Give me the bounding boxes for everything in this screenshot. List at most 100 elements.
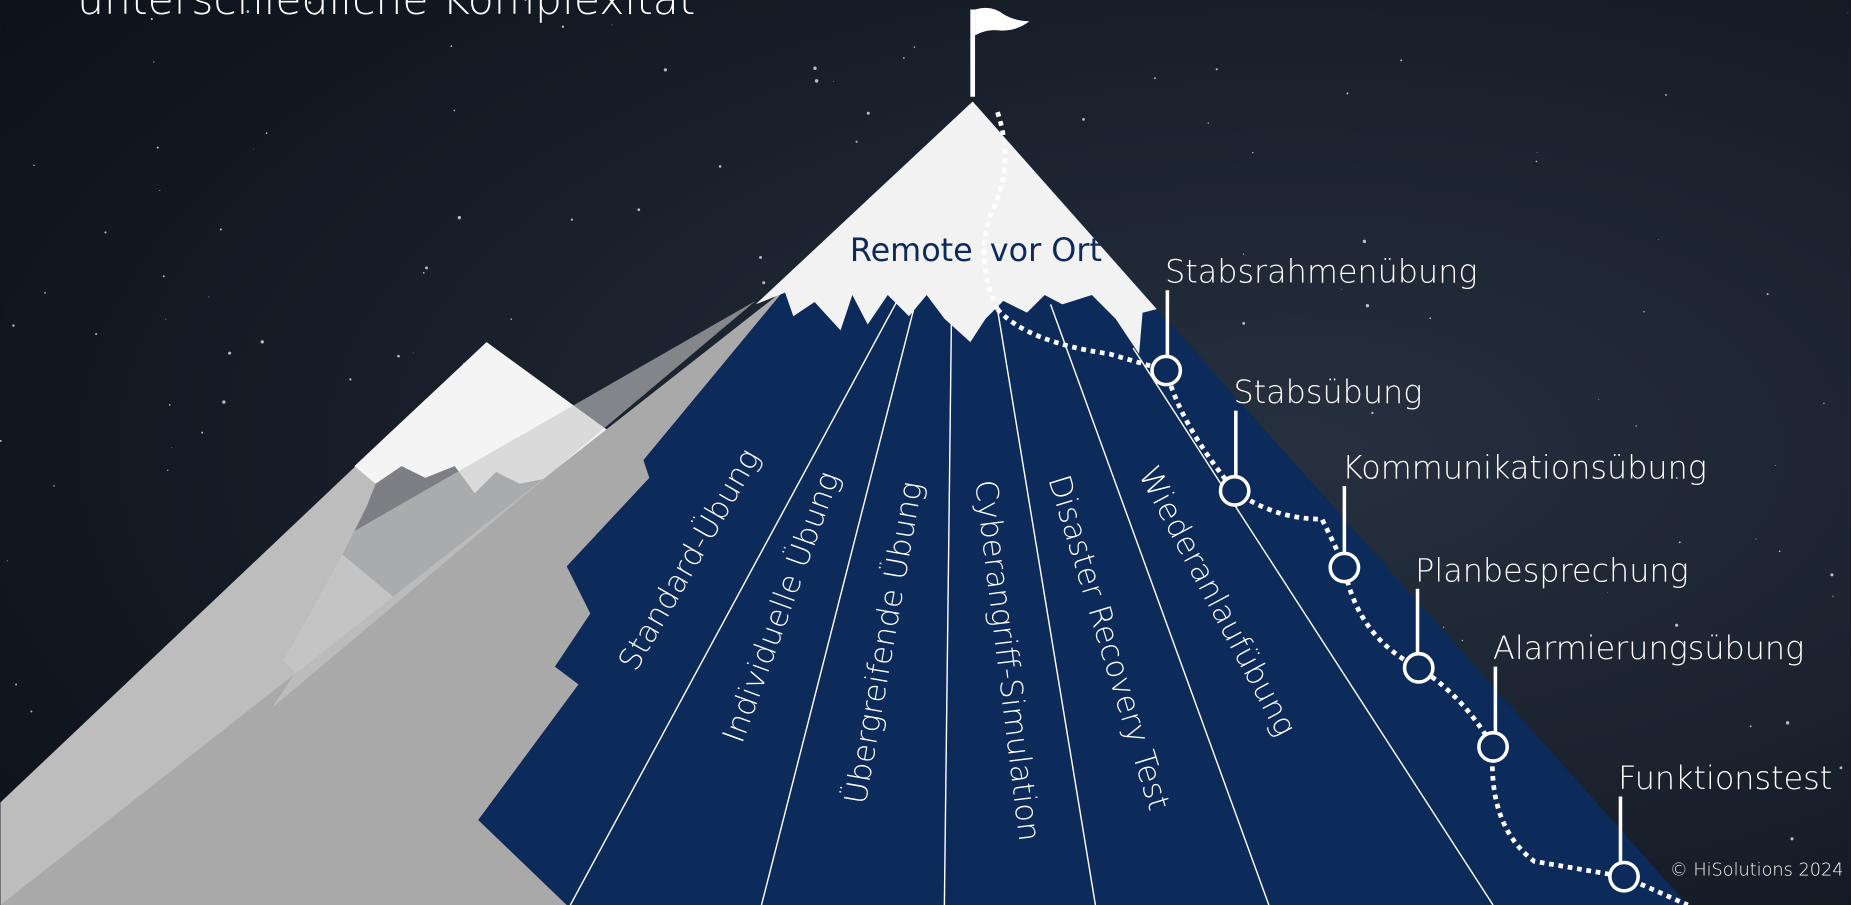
star — [1154, 77, 1156, 79]
star — [1536, 161, 1538, 163]
star — [815, 79, 819, 83]
star — [1830, 573, 1833, 576]
star — [867, 112, 870, 115]
star — [1755, 538, 1756, 539]
star — [664, 68, 667, 71]
star — [15, 683, 17, 685]
star — [33, 165, 35, 167]
star — [1823, 403, 1824, 404]
star — [1252, 152, 1253, 153]
star — [759, 256, 762, 259]
star — [450, 45, 452, 47]
star — [833, 81, 834, 82]
star — [1346, 92, 1348, 94]
step-marker — [1330, 553, 1358, 581]
star — [1363, 240, 1366, 243]
slide: unterschiedliche Komplexität Remote vor … — [0, 0, 1851, 905]
star — [1082, 118, 1085, 121]
step-marker — [1479, 733, 1507, 761]
star — [1371, 412, 1373, 414]
star — [44, 292, 46, 294]
star — [167, 470, 168, 471]
star — [1675, 624, 1678, 627]
star — [266, 132, 268, 134]
star — [169, 404, 171, 406]
star — [397, 355, 400, 358]
star — [228, 352, 231, 355]
star — [7, 560, 8, 561]
star — [1242, 322, 1245, 325]
star — [856, 141, 858, 143]
star — [454, 110, 456, 112]
star — [1679, 541, 1681, 543]
star — [220, 228, 222, 230]
star — [1598, 399, 1599, 400]
star — [413, 353, 414, 354]
star — [813, 67, 816, 70]
star — [637, 208, 640, 211]
star — [349, 378, 351, 380]
star — [30, 711, 32, 713]
star — [1462, 640, 1463, 641]
star — [1767, 293, 1769, 295]
step-label: Kommunikationsübung — [1342, 449, 1707, 487]
star — [1840, 766, 1843, 769]
star — [157, 147, 159, 149]
star — [171, 447, 172, 448]
star — [1607, 592, 1608, 593]
star — [510, 318, 512, 320]
star — [1658, 239, 1659, 240]
summit-label: vor Ort — [990, 231, 1102, 269]
star — [1848, 12, 1849, 13]
star — [201, 432, 203, 434]
star — [12, 324, 14, 326]
star — [1779, 550, 1781, 552]
step-label: Stabsrahmenübung — [1165, 253, 1477, 291]
star — [165, 319, 166, 320]
star — [1208, 122, 1209, 123]
star — [762, 281, 765, 284]
star — [95, 333, 97, 335]
star — [1537, 152, 1538, 153]
star — [1443, 627, 1444, 628]
star — [222, 400, 225, 403]
step-marker — [1405, 654, 1433, 682]
step-label: Stabsübung — [1233, 373, 1422, 411]
star — [1216, 68, 1218, 70]
footer: © HiSolutions 2024 — [1670, 861, 1843, 881]
star — [253, 149, 254, 150]
star — [458, 216, 461, 219]
star — [1400, 59, 1402, 61]
star — [1832, 596, 1833, 597]
star — [153, 61, 154, 62]
star — [1790, 837, 1793, 840]
star — [914, 46, 915, 47]
star — [562, 25, 564, 27]
star — [163, 275, 165, 277]
star — [571, 219, 573, 221]
star — [1786, 721, 1789, 724]
star — [1750, 725, 1752, 727]
page: unterschiedliche Komplexität Remote vor … — [0, 0, 1851, 905]
star — [159, 190, 160, 191]
star — [903, 57, 905, 59]
star — [53, 485, 54, 486]
title: unterschiedliche Komplexität — [77, 0, 695, 25]
step-marker — [1152, 356, 1180, 384]
star — [1366, 304, 1369, 307]
star — [1643, 311, 1644, 312]
star — [719, 165, 722, 168]
star — [423, 272, 425, 274]
star — [208, 296, 209, 297]
star — [1775, 465, 1776, 466]
star — [1429, 317, 1431, 319]
star — [1665, 94, 1667, 96]
step-marker — [1220, 477, 1248, 505]
star — [104, 231, 106, 233]
step-label: Alarmierungsübung — [1493, 629, 1804, 667]
star — [261, 340, 264, 343]
star — [425, 266, 428, 269]
step-label: Planbesprechung — [1415, 551, 1689, 589]
step-marker — [1610, 863, 1638, 891]
summit-label: Remote — [850, 231, 973, 269]
